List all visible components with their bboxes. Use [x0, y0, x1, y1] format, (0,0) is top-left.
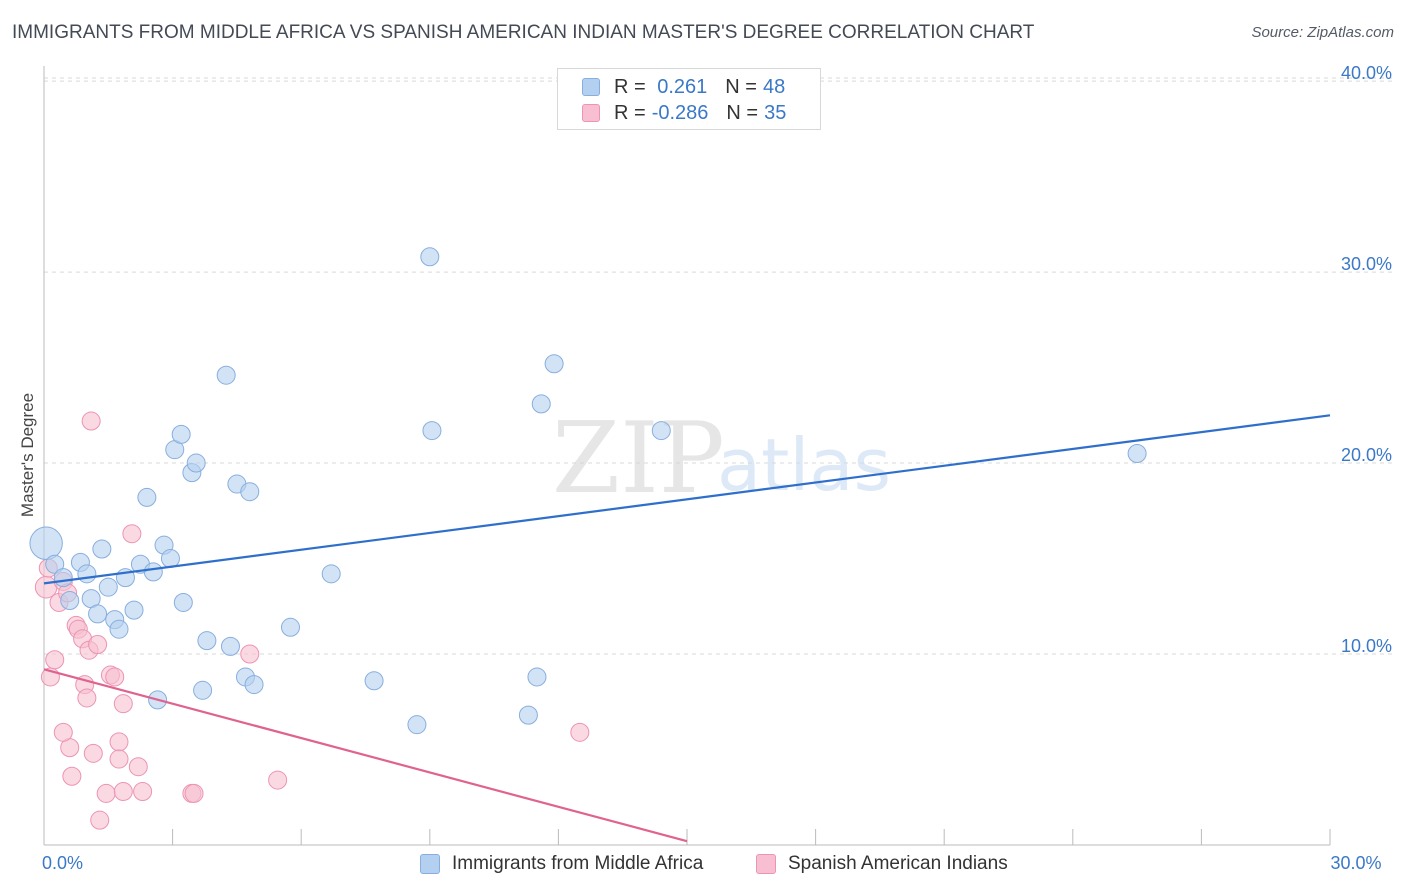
axes	[43, 66, 1331, 846]
data-point	[651, 421, 671, 441]
data-point	[197, 631, 217, 651]
chart-title: IMMIGRANTS FROM MIDDLE AFRICA VS SPANISH…	[12, 22, 1035, 43]
legend-swatch-pink	[756, 854, 776, 874]
data-point	[1127, 444, 1147, 463]
legend-row-series-b: R = -0.286 N = 35	[582, 100, 786, 126]
data-point	[240, 482, 260, 502]
data-point	[137, 487, 157, 507]
legend-swatch-blue	[420, 854, 440, 874]
trend-line	[43, 668, 688, 843]
r-label: R =	[614, 101, 646, 124]
x-tick-label: 0.0%	[42, 853, 83, 873]
source-label: Source: ZipAtlas.com	[1251, 24, 1394, 41]
data-point	[407, 715, 427, 735]
n-value: 35	[764, 101, 787, 124]
data-point	[113, 694, 133, 714]
data-point	[60, 591, 80, 611]
y-tick-label: 20.0%	[1341, 445, 1392, 465]
data-point	[321, 564, 341, 584]
y-tick-label: 30.0%	[1341, 254, 1392, 274]
legend-label: Immigrants from Middle Africa	[452, 853, 704, 874]
data-point	[77, 688, 97, 708]
data-point	[90, 810, 110, 830]
data-point	[216, 365, 236, 385]
data-point	[53, 568, 73, 588]
n-value: 48	[762, 75, 786, 98]
data-point	[62, 766, 82, 786]
data-point	[88, 604, 108, 624]
data-point	[220, 636, 240, 656]
trend-lines	[43, 414, 1331, 843]
data-point	[113, 782, 133, 802]
data-point	[109, 749, 129, 769]
data-point	[184, 783, 204, 803]
data-point	[143, 562, 163, 582]
x-tick-label: 30.0%	[1330, 853, 1381, 873]
r-value: 0.261	[651, 75, 708, 98]
data-point	[364, 671, 384, 691]
y-tick-label: 10.0%	[1341, 636, 1392, 656]
data-point	[527, 667, 547, 687]
legend-item-spanish-american-indians[interactable]: Spanish American Indians	[756, 853, 1008, 875]
data-point	[186, 453, 206, 473]
data-point	[98, 577, 118, 597]
y-axis-label: Master's Degree	[18, 393, 37, 517]
data-point	[109, 732, 129, 752]
data-point	[422, 421, 442, 441]
y-tick-label: 40.0%	[1341, 63, 1392, 83]
n-label: N =	[726, 101, 759, 124]
data-point	[105, 667, 125, 687]
trend-line	[43, 414, 1331, 585]
data-point	[193, 680, 213, 700]
data-point	[45, 650, 65, 670]
data-point	[77, 564, 97, 584]
data-point	[518, 705, 538, 725]
data-point	[160, 549, 180, 569]
data-point	[173, 592, 193, 612]
tick-labels: 10.0% 20.0% 30.0% 40.0% 0.0% 30.0%	[42, 63, 1392, 873]
watermark: ZIP atlas	[552, 402, 891, 516]
r-value: -0.286	[651, 101, 709, 124]
data-point	[92, 539, 112, 559]
data-point	[280, 617, 300, 637]
watermark-atlas: atlas	[717, 423, 891, 507]
gridlines	[44, 77, 1392, 655]
data-point	[128, 757, 148, 777]
series-legend: Immigrants from Middle Africa Spanish Am…	[0, 850, 1406, 880]
data-point	[83, 743, 103, 763]
data-point	[122, 524, 142, 544]
data-point	[96, 783, 116, 803]
data-point	[240, 644, 260, 664]
watermark-zip: ZIP	[552, 402, 725, 516]
data-point	[109, 619, 129, 639]
data-point	[29, 526, 63, 560]
legend-item-immigrants-middle-africa[interactable]: Immigrants from Middle Africa	[420, 853, 703, 875]
data-point	[420, 247, 440, 267]
data-point	[570, 722, 590, 742]
legend-swatch-blue	[582, 78, 600, 96]
data-point	[268, 770, 288, 790]
legend-row-series-a: R = 0.261 N = 48	[582, 74, 785, 100]
correlation-legend: R = 0.261 N = 48 R = -0.286 N = 35	[557, 68, 821, 130]
n-label: N =	[725, 75, 757, 98]
data-point	[244, 675, 264, 695]
data-point	[45, 554, 65, 574]
data-point	[133, 782, 153, 802]
r-label: R =	[614, 75, 646, 98]
data-point	[124, 600, 144, 620]
data-point	[81, 411, 101, 431]
data-point	[531, 394, 551, 414]
legend-swatch-pink	[582, 104, 600, 122]
data-point	[88, 634, 108, 654]
data-point	[544, 354, 564, 374]
data-point	[53, 722, 73, 742]
data-point	[171, 424, 191, 444]
legend-label: Spanish American Indians	[788, 853, 1008, 874]
